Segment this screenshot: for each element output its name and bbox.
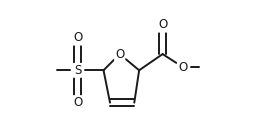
Text: O: O	[73, 31, 82, 44]
Text: S: S	[74, 64, 81, 77]
Text: O: O	[115, 48, 124, 61]
Text: O: O	[73, 96, 82, 109]
Text: O: O	[158, 19, 167, 32]
Text: O: O	[178, 61, 187, 74]
